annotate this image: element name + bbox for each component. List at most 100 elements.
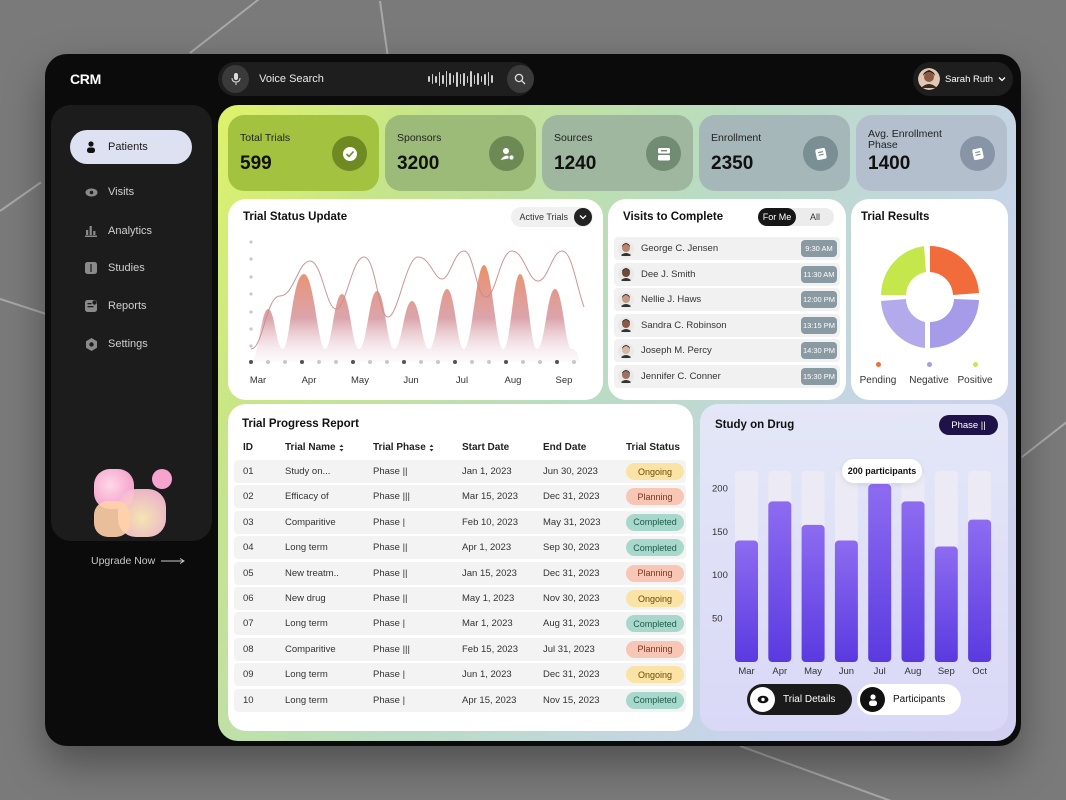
status-badge: Ongoing [626,590,684,607]
button-label: Participants [893,694,946,705]
table-row[interactable]: 01 Study on... Phase || Jan 1, 2023 Jun 30, … [234,460,686,483]
table-cell: 10 [243,694,254,706]
table-cell: Feb 10, 2023 [462,516,518,528]
sidebar-item-visits[interactable]: Visits [70,175,192,209]
table-row[interactable]: 03 Comparitive Phase | Feb 10, 2023 May 31, … [234,510,686,534]
status-badge: Completed [626,513,684,531]
stat-card-sponsors[interactable]: Sponsors 3200 [385,115,536,191]
table-cell: Dec 31, 2023 [543,491,600,503]
table-row[interactable]: 08 Comparitive Phase ||| Feb 15, 2023 Jul 31… [234,637,686,661]
table-cell: Jan 15, 2023 [462,567,517,579]
stat-card-avg-enrollment-phase[interactable]: Avg. Enrollment Phase 1400 [856,115,1007,191]
tab-all[interactable]: All [809,212,820,222]
table-cell: Jan 1, 2023 [462,466,512,477]
stat-title: Avg. Enrollment Phase [868,128,942,151]
sidebar-item-reports[interactable]: Reports [70,289,192,323]
visit-row[interactable]: Dee J. Smith 11:30 AM [614,262,840,286]
sidebar-item-studies[interactable]: Studies [70,251,192,285]
visit-row[interactable]: Jennifer C. Conner 15:30 PM [614,364,840,388]
user-menu[interactable]: Sarah Ruth [913,62,1013,96]
voice-search-bar[interactable]: Voice Search [218,62,534,96]
person-icon [860,687,885,712]
sidebar-item-settings[interactable]: Settings [70,327,192,361]
enrollment-icon [960,136,995,171]
stat-value: 599 [240,153,272,174]
table-cell: Phase | [373,618,406,630]
x-tick-label: Jun [839,666,854,677]
x-axis-label: Jun [403,375,419,386]
sidebar-item-label: Reports [108,300,147,312]
microphone-icon[interactable] [222,65,250,93]
user-name: Sarah Ruth [945,73,994,85]
table-row[interactable]: 04 Long term Phase || Apr 1, 2023 Sep 30, 20… [234,536,686,560]
x-axis-label: Sep [555,375,573,386]
column-header-trial-name[interactable]: Trial Name [285,442,344,453]
visit-row[interactable]: Nellie J. Haws 12:00 PM [614,288,840,311]
search-icon[interactable] [506,65,534,93]
sidebar-item-label: Analytics [108,225,153,237]
visit-row[interactable]: Joseph M. Percy 14:30 PM [614,339,840,362]
bar-chart-icon [84,224,98,238]
phase-badge[interactable]: Phase || [939,415,998,435]
table-cell: Phase | [373,516,406,528]
brand-logo: CRM [70,71,101,87]
table-cell: 04 [243,542,254,554]
visit-row[interactable]: Sandra C. Robinson 13:15 PM [614,313,840,337]
bar-jul[interactable] [868,484,892,662]
bar-may[interactable] [801,524,825,662]
bar-jun[interactable] [834,540,858,662]
x-axis-label: May [351,375,369,386]
stat-card-sources[interactable]: Sources 1240 [542,115,693,191]
y-tick-label: 50 [712,614,723,625]
status-badge: Planning [626,564,684,582]
visit-row[interactable]: George C. Jensen 9:30 AM [614,237,840,260]
legend-dot [972,362,978,367]
table-cell: 01 [243,466,254,477]
table-row[interactable]: 10 Long term Phase | Apr 15, 2023 Nov 15, 20… [234,688,686,712]
stat-title: Total Trials [240,132,291,144]
table-cell: Jun 30, 2023 [543,466,598,477]
bar-apr[interactable] [768,501,792,662]
tab-for-me[interactable]: For Me [758,208,796,226]
table-row[interactable]: 07 Long term Phase | Mar 1, 2023 Aug 31, 202… [234,612,686,636]
arrow-right-icon [161,558,186,564]
table-row[interactable]: 06 New drug Phase || May 1, 2023 Nov 30, 202… [234,587,686,610]
avatar [618,368,634,384]
table-cell: May 1, 2023 [462,593,515,604]
background-line [379,0,389,56]
column-header-trial-phase[interactable]: Trial Phase [373,442,434,453]
person-icon [84,140,98,154]
book-icon [84,261,98,275]
bar-aug[interactable] [901,501,925,662]
bar-sep[interactable] [934,546,958,662]
stat-card-total-trials[interactable]: Total Trials 599 [228,115,379,191]
participants-button[interactable]: Participants [857,684,961,715]
stat-card-enrollment[interactable]: Enrollment 2350 [699,115,850,191]
table-cell: Long term [285,618,328,630]
table-row[interactable]: 05 New treatm.. Phase || Jan 15, 2023 Dec 31… [234,561,686,585]
visit-time: 9:30 AM [801,240,837,257]
status-badge: Completed [626,615,684,633]
trial-details-button[interactable]: Trial Details [747,684,852,715]
column-header-label: Trial Name [285,442,336,453]
table-cell: Nov 30, 2023 [543,593,600,604]
table-row[interactable]: 02 Efficacy of Phase ||| Mar 15, 2023 Dec 31… [234,485,686,509]
upgrade-link[interactable]: Upgrade Now [91,555,186,567]
active-trials-dropdown[interactable]: Active Trials [511,207,593,227]
avatar [618,266,634,282]
report-icon [84,299,98,313]
table-cell: Jun 1, 2023 [462,669,512,681]
status-badge: Planning [626,488,684,506]
table-row[interactable]: 09 Long term Phase | Jun 1, 2023 Dec 31, 202… [234,663,686,687]
avatar [618,240,634,257]
eye-icon [750,687,775,712]
sort-icon [339,444,344,451]
bar-mar[interactable] [735,540,758,662]
trial-results-donut-chart [881,246,979,348]
study-on-drug-card: Study on Drug Phase || 50 100 150 200 Mar Apr… [700,404,1008,731]
trial-results-card: Trial Results Pending Negative Positive [851,199,1008,400]
sidebar-item-patients[interactable]: Patients [70,130,192,164]
bar-oct[interactable] [968,519,992,662]
sidebar-item-analytics[interactable]: Analytics [70,214,192,248]
table-cell: Long term [285,669,328,681]
